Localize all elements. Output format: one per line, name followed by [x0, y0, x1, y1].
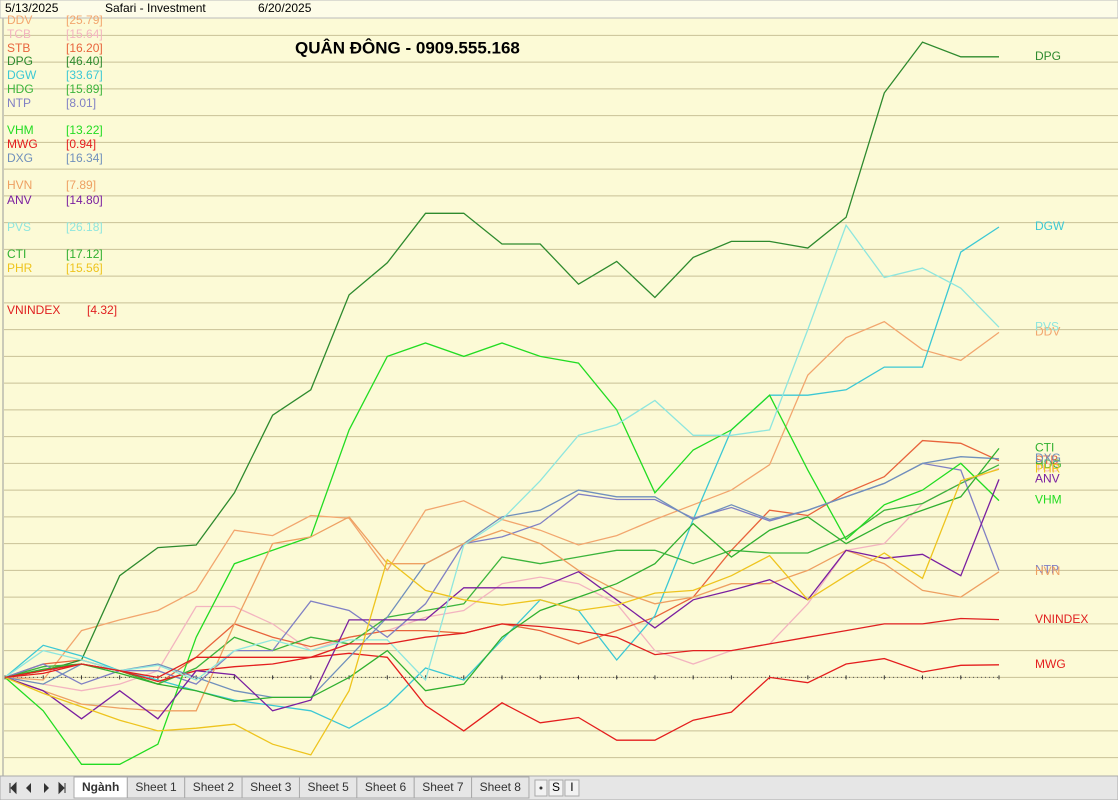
legend-value: [25.79] — [66, 13, 103, 27]
tab-label: Sheet 8 — [480, 780, 522, 794]
legend-value: [17.12] — [66, 247, 103, 261]
legend-name: NTP — [7, 96, 31, 110]
legend-name: HDG — [7, 82, 34, 96]
end-label: NTP — [1035, 562, 1059, 576]
start-date: 5/13/2025 — [5, 1, 59, 15]
legend-name: TCB — [7, 27, 31, 41]
end-label: CTI — [1035, 441, 1054, 455]
series-line — [4, 479, 1000, 720]
series-line — [4, 652, 1000, 741]
series-line — [4, 226, 1000, 729]
control-button — [564, 779, 580, 797]
tab-background — [471, 776, 530, 799]
control-label: S — [552, 780, 560, 794]
tab-label: Ngành — [82, 780, 119, 794]
prev-button[interactable] — [26, 783, 31, 793]
series-line — [4, 456, 1000, 699]
tab-label: Sheet 6 — [365, 780, 407, 794]
sheet-tab[interactable]: Sheet 1 — [126, 776, 186, 799]
series-line — [4, 516, 1000, 712]
end-label: VNINDEX — [1035, 612, 1088, 626]
end-label: VHM — [1035, 493, 1062, 507]
sheet-tab[interactable]: Sheet 7 — [413, 776, 473, 799]
end-label: DPG — [1035, 49, 1061, 63]
series-line — [4, 464, 1000, 685]
tab-label: Sheet 5 — [307, 780, 349, 794]
sheet-tab[interactable]: Ngành — [73, 776, 128, 799]
grid — [4, 34, 1118, 759]
first-button[interactable] — [9, 781, 17, 795]
chart-title: QUÂN ĐÔNG - 0909.555.168 — [295, 38, 520, 57]
legend-value: [7.89] — [66, 178, 96, 192]
legend-value: [15.56] — [66, 261, 103, 275]
legend-name: STB — [7, 41, 30, 55]
end-label: HVN — [1035, 564, 1060, 578]
legend-value: [26.18] — [66, 220, 103, 234]
source: Safari - Investment — [105, 1, 206, 15]
legend-name: ANV — [7, 193, 32, 207]
tab-label: Sheet 2 — [193, 780, 235, 794]
sheet-tab[interactable]: Sheet 5 — [298, 776, 358, 799]
legend-value: [15.64] — [66, 27, 103, 41]
legend-name: CTI — [7, 247, 26, 261]
sheet-tab[interactable]: Sheet 3 — [241, 776, 300, 799]
legend-name: DPG — [7, 54, 33, 68]
end-label: MWG — [1035, 657, 1066, 671]
legend-name: DDV — [7, 13, 32, 27]
legend-name: HVN — [7, 178, 32, 192]
legend-value: [16.34] — [66, 151, 103, 165]
next-button[interactable] — [44, 783, 49, 793]
series-line — [4, 342, 1000, 765]
end-label: DGW — [1035, 219, 1065, 233]
legend-name: PHR — [7, 261, 33, 275]
end-label: DXG — [1035, 451, 1061, 465]
end-label: PVS — [1035, 319, 1059, 333]
add-dot — [539, 786, 543, 790]
nav-buttons — [9, 781, 66, 795]
tab-label: Sheet 7 — [422, 780, 464, 794]
series-line — [4, 617, 1000, 679]
end-date: 6/20/2025 — [258, 1, 312, 15]
legend-value: [14.80] — [66, 193, 103, 207]
tab-label: Sheet 1 — [135, 780, 177, 794]
legend-value: [33.67] — [66, 68, 103, 82]
legend-name: MWG — [7, 137, 38, 151]
series-line — [4, 447, 1000, 703]
legend-name: VHM — [7, 123, 34, 137]
end-label: PHR — [1035, 461, 1061, 475]
legend-value: [15.89] — [66, 82, 103, 96]
end-label: DDV — [1035, 325, 1060, 339]
end-label: HDG — [1035, 457, 1062, 471]
legend-name: DXG — [7, 151, 33, 165]
control-button — [548, 779, 564, 797]
legend-name: DGW — [7, 68, 37, 82]
end-label: TCB — [1035, 460, 1059, 474]
sheet-tab[interactable]: Sheet 6 — [356, 776, 415, 799]
legend-value: [16.20] — [66, 41, 103, 55]
legend-value: [4.32] — [87, 303, 117, 317]
control-label: I — [570, 780, 573, 794]
legend-value: [0.94] — [66, 137, 96, 151]
series-line — [4, 467, 1000, 692]
legend-value: [13.22] — [66, 123, 103, 137]
header-bar — [0, 0, 1118, 19]
end-label: ANV — [1035, 472, 1060, 486]
legend-name: PVS — [7, 220, 31, 234]
sheet-tab[interactable]: Sheet 8 — [471, 776, 530, 799]
series-line — [4, 468, 1000, 756]
tab-label: Sheet 3 — [250, 780, 292, 794]
end-label: STB — [1035, 453, 1058, 467]
legend-name: VNINDEX — [7, 303, 60, 317]
last-button[interactable] — [58, 781, 66, 795]
legend-value: [46.40] — [66, 54, 103, 68]
sheet-tab[interactable]: Sheet 2 — [184, 776, 243, 799]
series-line — [4, 41, 999, 679]
legend-value: [8.01] — [66, 96, 96, 110]
